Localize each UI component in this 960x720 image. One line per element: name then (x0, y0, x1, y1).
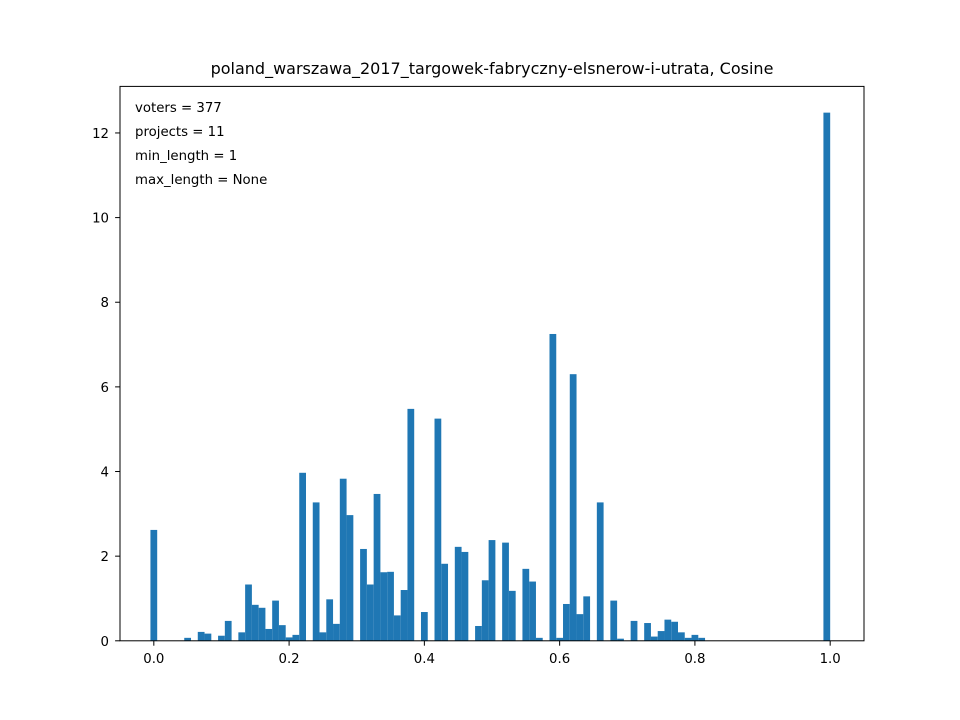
histogram-bar (657, 631, 665, 641)
histogram-bar (292, 634, 300, 641)
histogram-bar (326, 599, 334, 641)
y-axis: 0 2 4 6 8 10 12 (92, 127, 120, 650)
histogram-bar (251, 604, 259, 641)
histogram-bar (698, 637, 706, 641)
histogram-bar (360, 548, 367, 641)
x-tick-label: 0.8 (684, 652, 705, 667)
histogram-bar (204, 633, 212, 641)
histogram-bar (502, 542, 509, 641)
histogram-bar (150, 529, 158, 641)
histogram-bar (823, 112, 831, 641)
histogram-bar (488, 540, 496, 641)
y-tick-label: 8 (101, 296, 109, 311)
histogram-bar (630, 620, 638, 641)
y-tick-label: 2 (101, 550, 109, 565)
y-tick-label: 6 (101, 381, 109, 396)
histogram-bar (664, 619, 672, 641)
histogram-bar (461, 551, 469, 641)
x-tick-label: 1.0 (820, 652, 841, 667)
histogram-bar (299, 472, 306, 641)
histogram-bar (678, 632, 685, 641)
histogram-bar (380, 572, 388, 641)
histogram-bar (522, 568, 530, 641)
histogram-bar (278, 625, 286, 641)
histogram-bar (373, 493, 381, 641)
annotation-max-length: max_length = None (135, 173, 267, 188)
histogram-bar (407, 408, 415, 641)
histogram-bar (583, 596, 591, 641)
histogram-bar (366, 584, 374, 641)
histogram-bar (549, 333, 557, 641)
histogram-bar (387, 571, 394, 641)
histogram-bar (238, 632, 246, 641)
histogram-bar (596, 502, 604, 641)
histogram-bar (684, 637, 692, 641)
x-tick-label: 0.4 (414, 652, 435, 667)
histogram-bar (508, 590, 516, 641)
histogram-bar (258, 607, 266, 641)
histogram-bar (184, 637, 192, 641)
annotation-voters: voters = 377 (135, 101, 222, 116)
x-tick-label: 0.6 (549, 652, 570, 667)
histogram-bar (420, 612, 428, 641)
y-tick-label: 4 (101, 466, 109, 481)
histogram-bar (393, 615, 401, 641)
histogram-bar (434, 418, 442, 641)
histogram-bar (319, 632, 327, 641)
chart-title: poland_warszawa_2017_targowek-fabryczny-… (211, 59, 774, 79)
histogram-bar (481, 580, 489, 641)
annotation-min-length: min_length = 1 (135, 149, 237, 164)
histogram-bar (245, 584, 252, 641)
histogram-bar (535, 637, 543, 641)
x-axis: 0.0 0.2 0.4 0.6 0.8 1.0 (143, 640, 841, 667)
histogram-bar (454, 546, 462, 641)
histogram-bar (691, 634, 699, 641)
x-tick-label: 0.2 (279, 652, 300, 667)
histogram-bar (272, 600, 279, 641)
histogram-bar (644, 623, 651, 641)
bars-group (150, 112, 831, 641)
histogram-bar (339, 478, 347, 641)
histogram-bar (312, 502, 320, 641)
annotation-projects: projects = 11 (135, 125, 225, 140)
y-tick-label: 10 (92, 212, 109, 227)
histogram-bar (569, 374, 577, 641)
histogram-bar (400, 590, 408, 641)
histogram-bar (224, 620, 232, 641)
histogram-bar (610, 600, 618, 641)
histogram-bar (529, 581, 536, 641)
histogram-bar (617, 638, 624, 641)
histogram-bar (265, 628, 273, 641)
annotation-block: voters = 377 projects = 11 min_length = … (135, 101, 267, 188)
x-tick-label: 0.0 (143, 652, 164, 667)
histogram-bar (563, 603, 570, 641)
histogram-bar (197, 631, 205, 641)
histogram-bar (441, 563, 449, 641)
histogram-bar (671, 621, 678, 641)
histogram-bar (218, 635, 225, 641)
y-tick-label: 12 (92, 127, 109, 142)
histogram-bar (333, 623, 340, 641)
plot-frame (119, 85, 865, 642)
histogram-bar (650, 636, 658, 641)
histogram-bar (576, 614, 584, 641)
histogram-bar (556, 637, 564, 641)
histogram-bar (475, 625, 482, 641)
y-tick-label: 0 (101, 635, 109, 650)
histogram-bar (285, 637, 293, 641)
histogram-bar (346, 515, 354, 641)
